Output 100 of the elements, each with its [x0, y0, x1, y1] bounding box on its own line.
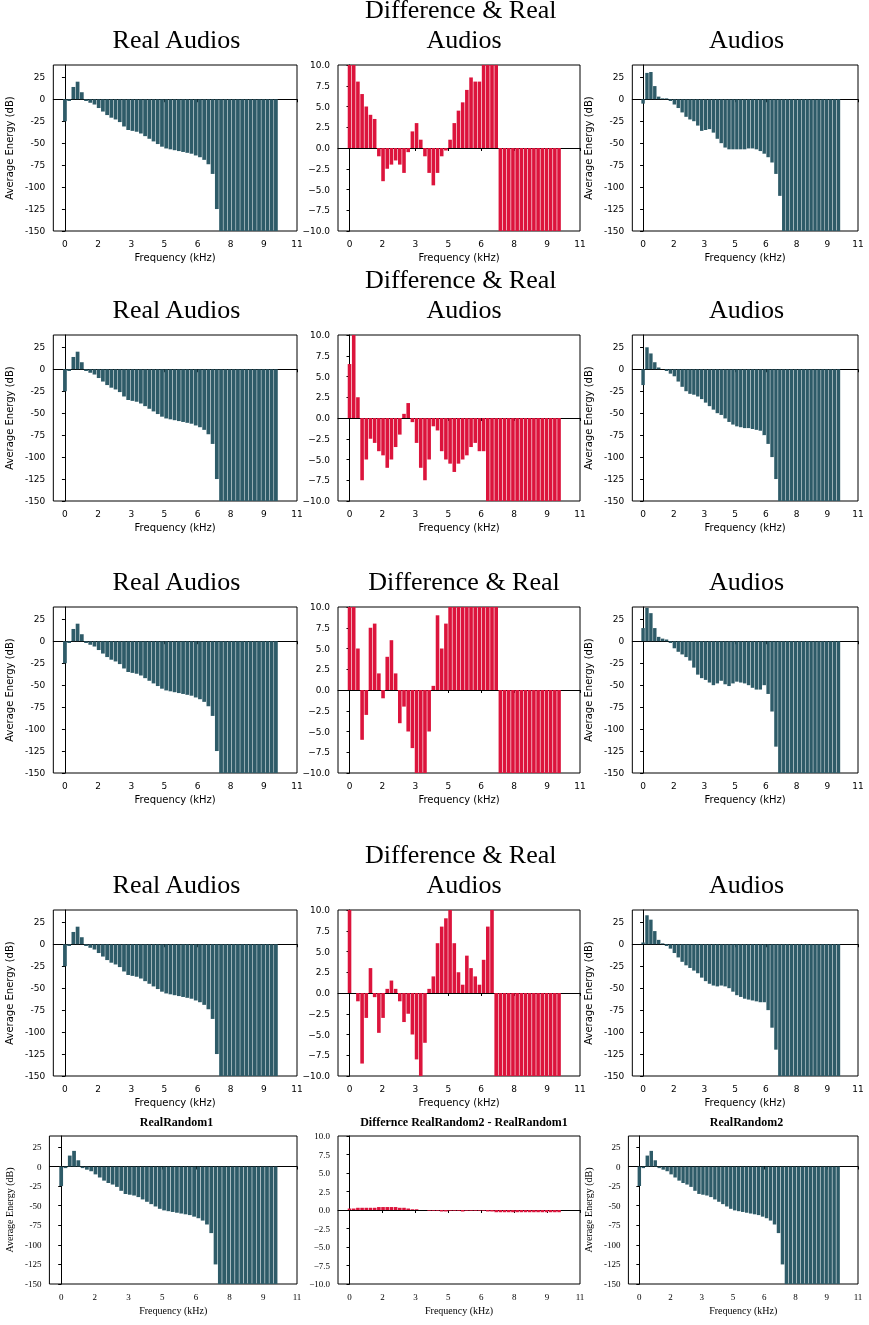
bar [176, 369, 181, 422]
bar [764, 1166, 769, 1219]
bar [139, 641, 143, 676]
y-tick-label: -25 [29, 1181, 42, 1192]
bar [164, 944, 169, 994]
bar [532, 148, 536, 231]
x-tick-label: 5 [445, 1083, 452, 1094]
bar [88, 369, 93, 373]
bar [202, 944, 207, 1005]
bar [244, 641, 249, 773]
bar [536, 148, 540, 231]
x-tick-label: 11 [574, 238, 586, 249]
bar [162, 1166, 166, 1211]
bar [731, 641, 735, 684]
bar [101, 641, 105, 654]
bar [506, 690, 511, 773]
bar [727, 641, 731, 687]
bar [727, 944, 731, 989]
bar [452, 607, 457, 690]
x-tick-label: 11 [291, 780, 303, 791]
chart-title: Audios [708, 24, 785, 54]
y-tick-label: -150 [603, 1279, 621, 1289]
y-tick-label: -150 [603, 768, 625, 778]
x-tick-label: 8 [793, 1083, 800, 1094]
bar [494, 607, 498, 690]
bar [143, 99, 147, 137]
y-tick-label: -50 [609, 138, 625, 149]
x-tick-label: 9 [544, 1083, 551, 1094]
bar [269, 1166, 274, 1284]
bar [668, 944, 673, 949]
y-tick-label: 5.0 [315, 101, 331, 112]
bar [92, 369, 97, 375]
bar [731, 99, 735, 150]
y-axis-title: Average Energy (dB) [3, 941, 15, 1045]
bar [540, 690, 545, 773]
bar [134, 944, 139, 977]
x-tick-label: 8 [227, 238, 234, 249]
bar [139, 369, 143, 404]
x-axis-title: Frequency (kHz) [134, 522, 216, 534]
x-tick-label: 11 [852, 1083, 864, 1094]
bar [202, 369, 207, 430]
chart-title: Real Audios [112, 294, 241, 324]
bar [235, 1166, 239, 1284]
y-tick-label: -100 [24, 452, 46, 463]
bar [126, 369, 131, 400]
x-axis-title: Frequency (kHz) [709, 1305, 778, 1318]
x-tick-label: 0 [347, 1291, 353, 1302]
bar [684, 944, 688, 966]
bar [219, 369, 223, 501]
x-tick-label: 3 [412, 238, 419, 249]
bar [160, 369, 164, 417]
bar [122, 944, 126, 972]
x-tick-label: 9 [544, 238, 551, 249]
y-tick-label: 0 [615, 1161, 621, 1172]
x-tick-label: 6 [763, 780, 770, 791]
bar [486, 418, 490, 501]
x-tick-label: 3 [701, 1083, 708, 1094]
y-tick-label: −2.5 [308, 705, 330, 716]
y-tick-label: -125 [603, 746, 625, 757]
bar [735, 641, 739, 682]
bar [126, 99, 131, 130]
bar [117, 641, 122, 665]
bar [515, 148, 519, 231]
bar [402, 993, 406, 1023]
bar [731, 944, 735, 992]
bar [805, 99, 809, 231]
bar [193, 99, 198, 156]
x-tick-label: 11 [291, 238, 303, 249]
y-tick-label: 7.5 [315, 925, 330, 936]
bar [828, 1166, 832, 1284]
bar [236, 944, 240, 1076]
bar [540, 418, 545, 501]
bar [115, 1166, 119, 1187]
y-tick-label: -125 [603, 1259, 621, 1270]
x-axis-title: Frequency (kHz) [134, 252, 216, 264]
y-tick-label: 10.0 [314, 1131, 331, 1141]
bar [540, 148, 545, 231]
bar [134, 99, 139, 132]
y-tick-label: -100 [603, 1027, 625, 1038]
x-tick-label: 6 [478, 508, 485, 519]
bar [145, 1166, 149, 1202]
bar [423, 690, 427, 773]
x-tick-label: 5 [732, 780, 739, 791]
chart-title: Real Audios [112, 24, 241, 54]
x-tick-label: 5 [446, 1291, 452, 1302]
y-tick-label: -75 [30, 702, 46, 713]
x-tick-label: 2 [379, 508, 386, 519]
bar [244, 944, 249, 1076]
bar [817, 99, 821, 231]
bar [778, 369, 782, 501]
bar [813, 369, 817, 501]
y-axis-title: Average Energy (dB) [3, 1167, 16, 1253]
bar [824, 1166, 828, 1284]
bar [122, 99, 126, 127]
bar [252, 369, 257, 501]
x-tick-label: 8 [793, 508, 800, 519]
bar [109, 641, 114, 660]
y-tick-label: 0.0 [315, 685, 331, 695]
bar [809, 369, 813, 501]
bar [688, 99, 692, 120]
